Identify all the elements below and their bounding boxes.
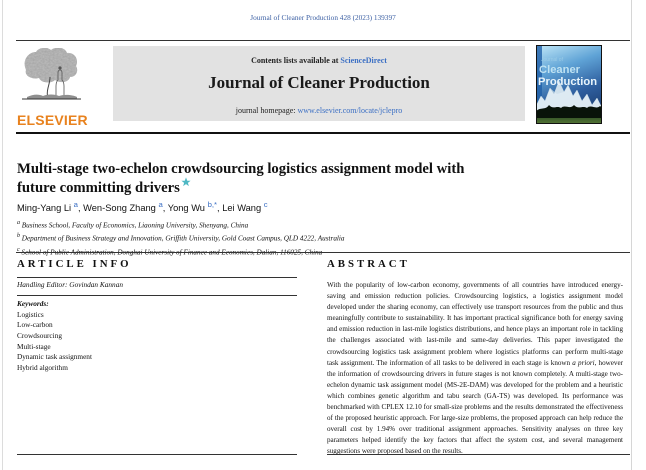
svg-text:Production: Production (538, 76, 597, 88)
svg-text:Cleaner: Cleaner (539, 64, 581, 76)
svg-text:Journal of: Journal of (541, 57, 564, 63)
